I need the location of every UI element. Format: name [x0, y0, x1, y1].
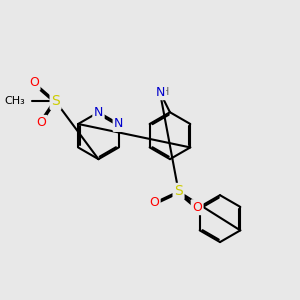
Text: O: O — [29, 76, 39, 89]
Text: S: S — [51, 94, 60, 108]
Text: O: O — [36, 116, 46, 129]
Text: O: O — [149, 196, 159, 209]
Text: H: H — [161, 87, 169, 97]
Text: O: O — [192, 201, 202, 214]
Text: CH₃: CH₃ — [5, 96, 26, 106]
Text: N: N — [94, 106, 103, 119]
Text: S: S — [174, 184, 183, 199]
Text: N: N — [155, 86, 165, 99]
Text: N: N — [114, 118, 124, 130]
